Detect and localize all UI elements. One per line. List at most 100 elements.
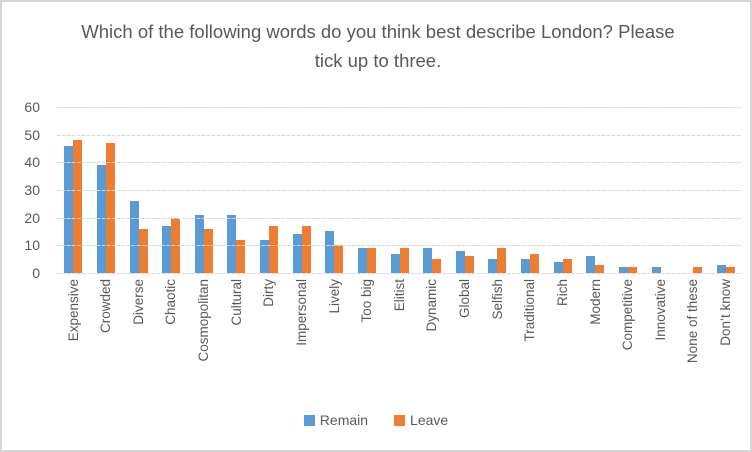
legend: Remain Leave [2, 412, 750, 428]
gridline-50 [57, 134, 742, 136]
bar-leave-dirty [269, 226, 279, 273]
plot-area [57, 107, 742, 274]
bar-leave-crowded [105, 143, 115, 273]
bar-leave-competitive [627, 267, 637, 273]
x-tick-label-expensive: Expensive [65, 279, 81, 342]
y-tick-label-10: 10 [24, 237, 40, 254]
x-tick-label-lively: Lively [326, 279, 342, 314]
x-cell: Traditional [514, 279, 547, 389]
bar-remain-traditional [521, 259, 531, 273]
bar-remain-dirty [260, 240, 270, 273]
bar-group-don-t-know [710, 107, 743, 273]
bar-leave-expensive [73, 140, 83, 273]
bar-leave-impersonal [301, 226, 311, 273]
gridline-30 [57, 190, 742, 191]
x-cell: Crowded [90, 279, 123, 389]
y-tick-label-0: 0 [32, 265, 40, 281]
x-tick-label-dynamic: Dynamic [424, 279, 440, 332]
x-tick-label-cultural: Cultural [228, 279, 244, 326]
bar-leave-too-big [366, 248, 376, 273]
bar-group-diverse [122, 107, 155, 273]
x-tick-label-chaotic: Chaotic [163, 279, 179, 325]
bar-remain-chaotic [162, 226, 172, 273]
gridline-0 [57, 273, 742, 274]
gridline-10 [57, 245, 742, 247]
x-tick-label-rich: Rich [554, 279, 570, 307]
bar-group-elitist [383, 107, 416, 273]
legend-swatch-remain [303, 414, 315, 426]
x-cell: Impersonal [285, 279, 318, 389]
bar-leave-cosmopolitan [203, 229, 213, 273]
x-cell: Elitist [383, 279, 416, 389]
y-tick-label-50: 50 [24, 126, 40, 143]
x-tick-label-dirty: Dirty [261, 279, 277, 307]
bar-remain-competitive [618, 267, 628, 273]
bar-remain-diverse [129, 201, 139, 273]
bar-remain-expensive [64, 146, 74, 273]
x-cell: Dirty [253, 279, 286, 389]
x-cell: Dynamic [416, 279, 449, 389]
x-cell: Too big [351, 279, 384, 389]
bar-remain-too-big [357, 248, 367, 273]
chart-title: Which of the following words do you thin… [81, 21, 675, 71]
x-tick-label-too-big: Too big [359, 279, 375, 323]
bar-group-global [449, 107, 482, 273]
bar-leave-don-t-know [725, 267, 735, 273]
x-tick-label-cosmopolitan: Cosmopolitan [196, 279, 212, 362]
gridline-20 [57, 217, 742, 219]
bar-leave-rich [562, 259, 572, 273]
x-cell: Global [449, 279, 482, 389]
gridline-40 [57, 162, 742, 164]
bar-remain-don-t-know [716, 265, 726, 273]
gridline-60 [57, 107, 742, 108]
bar-remain-innovative [651, 267, 661, 273]
legend-label-leave: Leave [410, 412, 449, 428]
bar-remain-elitist [390, 254, 400, 273]
x-tick-label-global: Global [457, 279, 473, 319]
bar-leave-elitist [399, 248, 409, 273]
x-axis: Expensive Crowded Diverse Chaotic Cosmopolit… [57, 279, 742, 389]
bar-leave-cultural [236, 240, 246, 273]
legend-item-leave: Leave [394, 412, 448, 428]
bar-group-dynamic [416, 107, 449, 273]
bar-remain-crowded [96, 165, 106, 273]
x-tick-label-don-t-know: Don’t know [718, 279, 734, 346]
x-cell: Cosmopolitan [188, 279, 221, 389]
bar-group-selfish [481, 107, 514, 273]
y-tick-label-60: 60 [24, 99, 40, 115]
bar-group-cultural [220, 107, 253, 273]
bar-group-dirty [253, 107, 286, 273]
x-tick-label-selfish: Selfish [489, 279, 505, 320]
y-tick-label-40: 40 [24, 154, 40, 171]
bar-leave-traditional [530, 254, 540, 273]
x-cell: Expensive [57, 279, 90, 389]
bar-group-modern [579, 107, 612, 273]
bar-leave-none-of-these [693, 267, 703, 273]
x-cell: None of these [677, 279, 710, 389]
bar-remain-global [455, 251, 465, 273]
bar-remain-impersonal [292, 234, 302, 273]
bar-leave-dynamic [432, 259, 442, 273]
x-tick-label-elitist: Elitist [391, 279, 407, 312]
y-tick-label-20: 20 [24, 209, 40, 226]
x-cell: Diverse [122, 279, 155, 389]
bar-group-none-of-these [677, 107, 710, 273]
y-axis: 0 10 20 30 40 50 60 [2, 99, 48, 281]
bar-group-rich [546, 107, 579, 273]
x-tick-label-competitive: Competitive [620, 279, 636, 351]
bar-group-competitive [612, 107, 645, 273]
x-tick-label-innovative: Innovative [652, 279, 668, 341]
bar-leave-global [464, 256, 474, 273]
x-cell: Don’t know [710, 279, 743, 389]
bar-group-lively [318, 107, 351, 273]
bar-leave-modern [595, 265, 605, 273]
legend-swatch-leave [394, 414, 406, 426]
x-tick-label-diverse: Diverse [130, 279, 146, 325]
x-tick-label-none-of-these: None of these [685, 279, 701, 364]
bar-leave-lively [334, 245, 344, 273]
bar-remain-dynamic [423, 248, 433, 273]
x-cell: Competitive [612, 279, 645, 389]
legend-label-remain: Remain [319, 412, 369, 428]
bars-row [57, 107, 742, 273]
bar-group-innovative [644, 107, 677, 273]
